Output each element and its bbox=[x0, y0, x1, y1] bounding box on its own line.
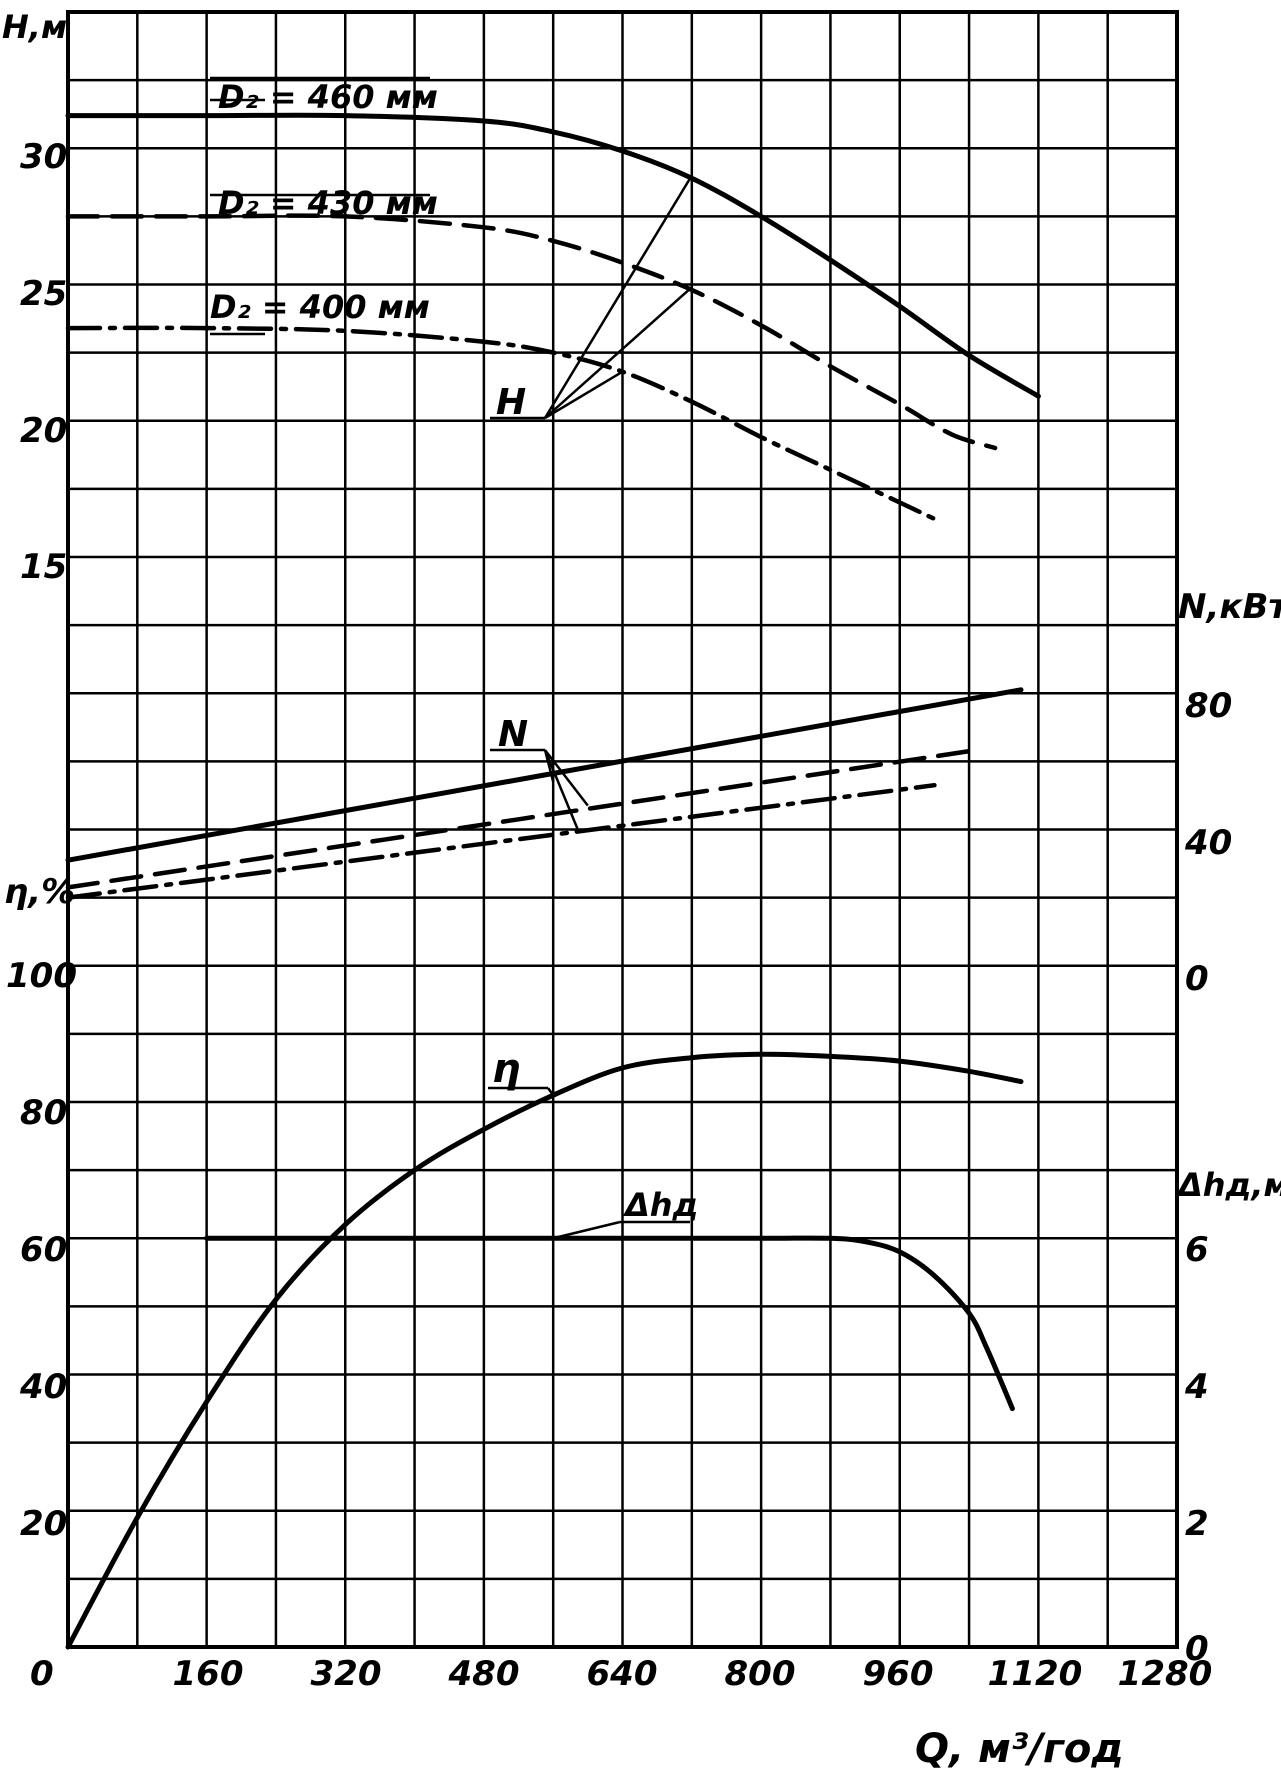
n-leader-d400 bbox=[543, 749, 581, 834]
x-tick-label: 160 bbox=[173, 1654, 244, 1694]
plot-border bbox=[66, 10, 1179, 1649]
n-leader-d430 bbox=[544, 749, 589, 807]
h-curve-label: Н bbox=[496, 382, 526, 423]
x-tick-label: 0 bbox=[30, 1654, 54, 1694]
eta-curve-label: η bbox=[492, 1046, 520, 1092]
eta-leader bbox=[546, 1087, 555, 1096]
h-tick-label: 30 bbox=[20, 137, 67, 177]
n-axis-label: N,кВт bbox=[1178, 587, 1281, 627]
dh-axis-label: Δhд,м bbox=[1175, 1166, 1281, 1204]
series-h-solid-line bbox=[65, 112, 1041, 399]
plot-frame bbox=[66, 10, 1179, 1649]
leader-lines bbox=[210, 76, 693, 1240]
x-tick-labels: 0 160 320 480 640 800 960 1120 1280 bbox=[30, 1654, 1212, 1694]
x-tick-label: 1120 bbox=[988, 1654, 1083, 1694]
n-tick-label: 80 bbox=[1185, 686, 1232, 726]
x-tick-label: 800 bbox=[725, 1654, 796, 1694]
h-leader-d430 bbox=[544, 286, 693, 419]
x-tick-label: 640 bbox=[587, 1654, 658, 1694]
x-tick-label: 480 bbox=[448, 1654, 520, 1694]
series-n-solid-line bbox=[65, 687, 1024, 863]
series-eta-solid-line bbox=[65, 1051, 1024, 1650]
eta-tick-label: 80 bbox=[20, 1093, 67, 1133]
n-tick-label: 40 bbox=[1184, 823, 1232, 863]
eta-axis-label: η,% bbox=[4, 872, 75, 912]
x-tick-label: 1280 bbox=[1118, 1654, 1213, 1694]
d430-label: D₂ = 430 мм bbox=[218, 184, 438, 222]
series-n-dashed-line bbox=[65, 748, 972, 890]
dh-tick-label: 4 bbox=[1184, 1367, 1209, 1407]
n-curve-label: N bbox=[498, 714, 528, 755]
h-tick-label: 25 bbox=[20, 274, 67, 314]
curves bbox=[65, 112, 1041, 1650]
dh-tick-label: 2 bbox=[1185, 1504, 1209, 1544]
series-dh-solid-line bbox=[204, 1235, 1015, 1412]
d460-label: D₂ = 460 мм bbox=[218, 78, 438, 116]
eta-tick-label: 20 bbox=[20, 1504, 67, 1544]
x-tick-label: 960 bbox=[863, 1654, 934, 1694]
series-n-dashdot-line bbox=[65, 782, 937, 900]
eta-tick-label: 40 bbox=[19, 1367, 67, 1407]
h-tick-label: 20 bbox=[20, 411, 67, 451]
d400-label: D₂ = 400 мм bbox=[210, 288, 430, 326]
h-axis-label: Н,м bbox=[2, 8, 67, 46]
series-h-dashdot-line bbox=[65, 325, 937, 522]
x-tick-label: 320 bbox=[311, 1654, 382, 1694]
x-axis-label: Q, м³/год bbox=[915, 1726, 1124, 1772]
dh-tick-label: 6 bbox=[1185, 1230, 1209, 1270]
h-tick-label: 15 bbox=[20, 547, 67, 587]
n-tick-label: 0 bbox=[1185, 959, 1209, 999]
grid bbox=[68, 12, 1177, 1647]
series-h-dashed-line bbox=[65, 213, 998, 451]
h-leader-d460 bbox=[543, 174, 693, 419]
dh-curve-label: Δhд bbox=[622, 1186, 698, 1224]
dh-leader bbox=[552, 1220, 621, 1240]
h-leader-d400 bbox=[544, 370, 624, 420]
dh-tick-label: 0 bbox=[1185, 1629, 1209, 1669]
eta-tick-label: 60 bbox=[20, 1230, 67, 1270]
eta-tick-label: 100 bbox=[6, 956, 77, 996]
